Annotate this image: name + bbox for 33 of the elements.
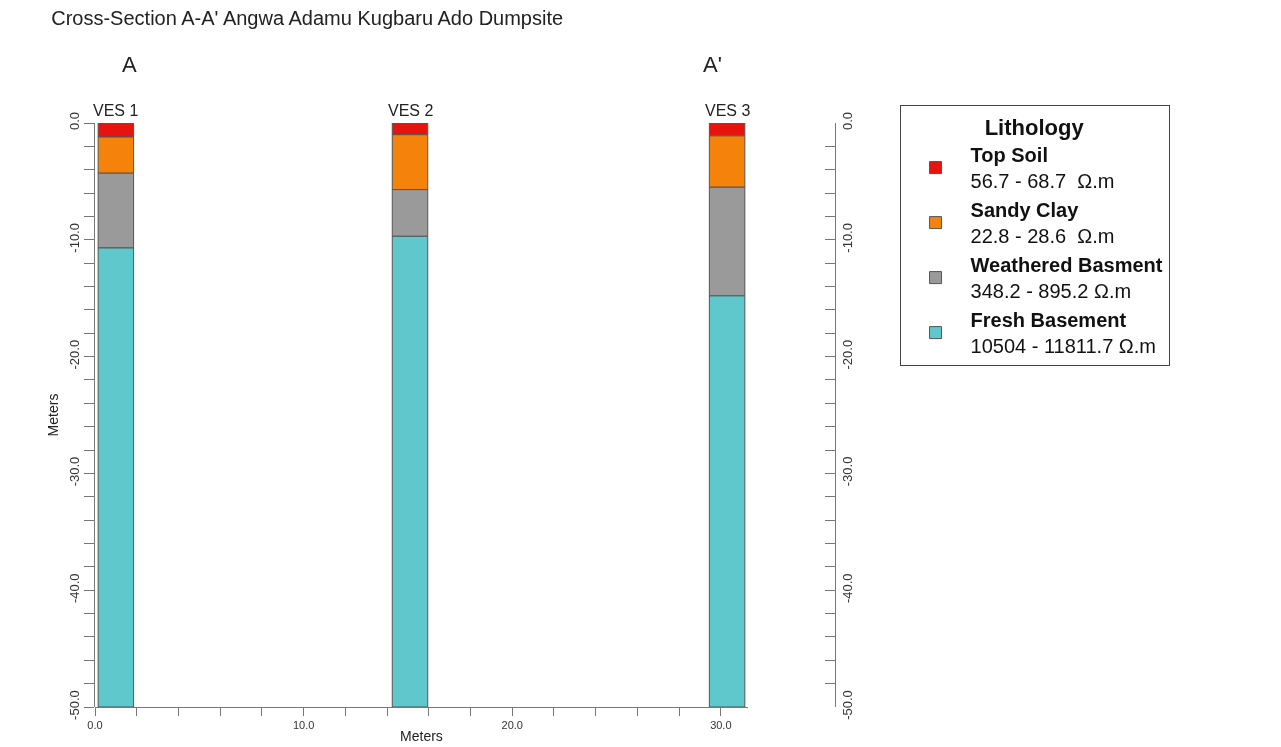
y-tick-label: -20.0 xyxy=(66,339,82,370)
text: 56.7 - 68.7 Ω.m xyxy=(970,170,1115,193)
y-tick-label: -40.0 xyxy=(66,573,82,604)
annotation: VES 1 xyxy=(93,102,139,119)
x-tick-label: 0.0 xyxy=(87,719,103,732)
x-tick-label: 10.0 xyxy=(292,719,315,732)
y-tick-label: -10.0 xyxy=(66,223,82,253)
legend-title: Lithology xyxy=(984,115,1085,141)
x-axis-title: Meters xyxy=(400,727,443,744)
annotation: VES 3 xyxy=(705,102,751,119)
y2-tick-label: -40.0 xyxy=(840,573,856,604)
y2-tick-label: -50.0 xyxy=(840,690,856,720)
legend-label: Top Soil xyxy=(970,144,1048,167)
annotation: VES 2 xyxy=(388,102,434,119)
y2-tick-label: -30.0 xyxy=(840,456,856,487)
y2-tick-label: -20.0 xyxy=(840,339,856,370)
y-tick-label: -30.0 xyxy=(66,456,82,487)
legend-label: Fresh Basement xyxy=(970,309,1127,332)
y2-tick-label: -10.0 xyxy=(840,223,856,253)
legend-label: Weathered Basment xyxy=(970,254,1163,277)
y2-tick-label: 0.0 xyxy=(840,112,856,131)
text: A xyxy=(122,52,137,77)
x-tick-label: 30.0 xyxy=(710,719,732,732)
chart-title: Cross-Section A-A' Angwa Adamu Kugbaru Ado Dumpsite xyxy=(51,7,564,30)
text: 348.2 - 895.2 Ω.m xyxy=(970,280,1132,303)
legend-label: Sandy Clay xyxy=(970,199,1080,222)
y-axis-title: Meters xyxy=(45,393,62,437)
x-tick-label: 20.0 xyxy=(501,719,523,732)
text: 22.8 - 28.6 Ω.m xyxy=(970,225,1115,248)
y-tick-label: -50.0 xyxy=(66,690,82,720)
y-tick-label: 0.0 xyxy=(66,112,82,131)
text: 10504 - 11811.7 Ω.m xyxy=(970,335,1156,358)
text: A' xyxy=(703,52,722,77)
